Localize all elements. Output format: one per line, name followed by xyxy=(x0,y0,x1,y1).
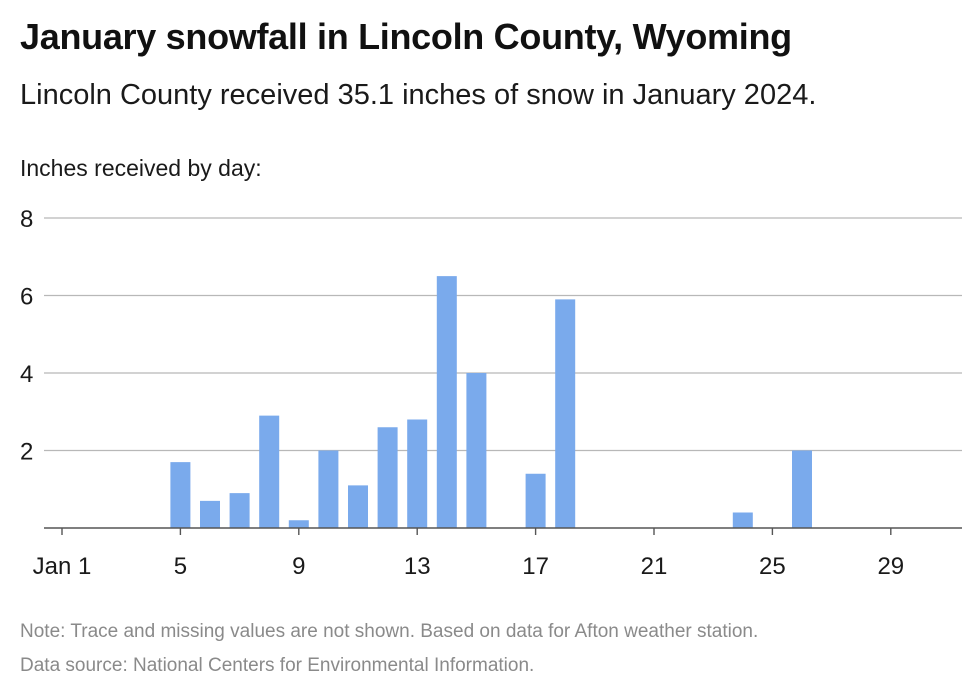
bar-jan-18 xyxy=(555,299,576,528)
bar-jan-14 xyxy=(436,276,457,528)
x-tick-label: 5 xyxy=(174,553,187,580)
x-tick-label: 25 xyxy=(759,553,786,580)
bar-jan-17 xyxy=(525,473,546,528)
bar-jan-24 xyxy=(732,512,753,528)
bar-jan-9 xyxy=(288,520,309,528)
data-source: Data source: National Centers for Enviro… xyxy=(20,655,535,676)
bar-jan-6 xyxy=(200,500,220,528)
chart-note: Note: Trace and missing values are not s… xyxy=(20,621,759,642)
x-tick-label: 21 xyxy=(641,553,668,580)
x-tick-label: Jan 1 xyxy=(33,553,92,580)
bar-jan-10 xyxy=(318,450,339,528)
tick-labels: 2 4 6 8 Jan 1 5 9 13 17 21 25 29 xyxy=(20,206,904,580)
chart-title: January snowfall in Lincoln County, Wyom… xyxy=(20,16,792,57)
x-tick-label: 17 xyxy=(522,553,549,580)
gridlines xyxy=(44,217,962,452)
x-tick-label: 13 xyxy=(404,553,431,580)
y-axis-label: Inches received by day: xyxy=(20,155,262,181)
x-axis xyxy=(44,527,962,535)
y-tick-label: 8 xyxy=(20,206,33,233)
x-tick-label: 29 xyxy=(877,553,904,580)
bars xyxy=(170,276,812,528)
x-tick-label: 9 xyxy=(292,553,305,580)
chart-subtitle: Lincoln County received 35.1 inches of s… xyxy=(20,79,817,111)
bar-jan-12 xyxy=(377,427,398,528)
y-tick-label: 2 xyxy=(20,439,33,466)
bar-jan-15 xyxy=(466,373,487,528)
bar-chart: 2 4 6 8 Jan 1 5 9 13 17 21 25 29 Inches received by… xyxy=(20,155,962,580)
y-tick-label: 4 xyxy=(20,361,33,388)
bar-jan-5 xyxy=(170,462,191,528)
y-tick-label: 6 xyxy=(20,284,33,311)
bar-jan-26 xyxy=(792,450,812,528)
bar-jan-11 xyxy=(348,485,368,528)
bar-jan-8 xyxy=(259,415,280,528)
bar-jan-7 xyxy=(229,493,250,528)
bar-jan-13 xyxy=(407,419,428,528)
